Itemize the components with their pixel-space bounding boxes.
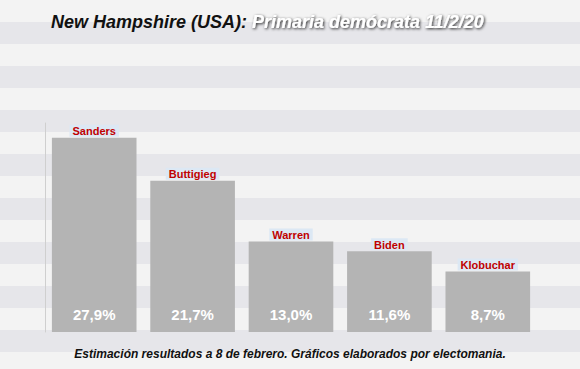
svg-text:Buttigieg: Buttigieg (169, 168, 217, 180)
svg-text:Sanders: Sanders (72, 125, 115, 137)
svg-text:27,9%: 27,9% (73, 306, 116, 323)
svg-text:13,0%: 13,0% (270, 306, 313, 323)
svg-text:Primaria demócrata 11/2/20: Primaria demócrata 11/2/20 (252, 12, 484, 32)
svg-text:21,7%: 21,7% (171, 306, 214, 323)
svg-text:Warren: Warren (272, 229, 310, 241)
svg-text:Klobuchar: Klobuchar (461, 259, 516, 271)
svg-text:11,6%: 11,6% (369, 306, 411, 323)
svg-text:8,7%: 8,7% (471, 306, 505, 323)
svg-text:Biden: Biden (374, 239, 405, 251)
svg-text:Estimación resultados a 8 de f: Estimación resultados a 8 de febrero. Gr… (74, 347, 505, 361)
svg-text:New Hampshire (USA):: New Hampshire (USA): (51, 12, 247, 32)
